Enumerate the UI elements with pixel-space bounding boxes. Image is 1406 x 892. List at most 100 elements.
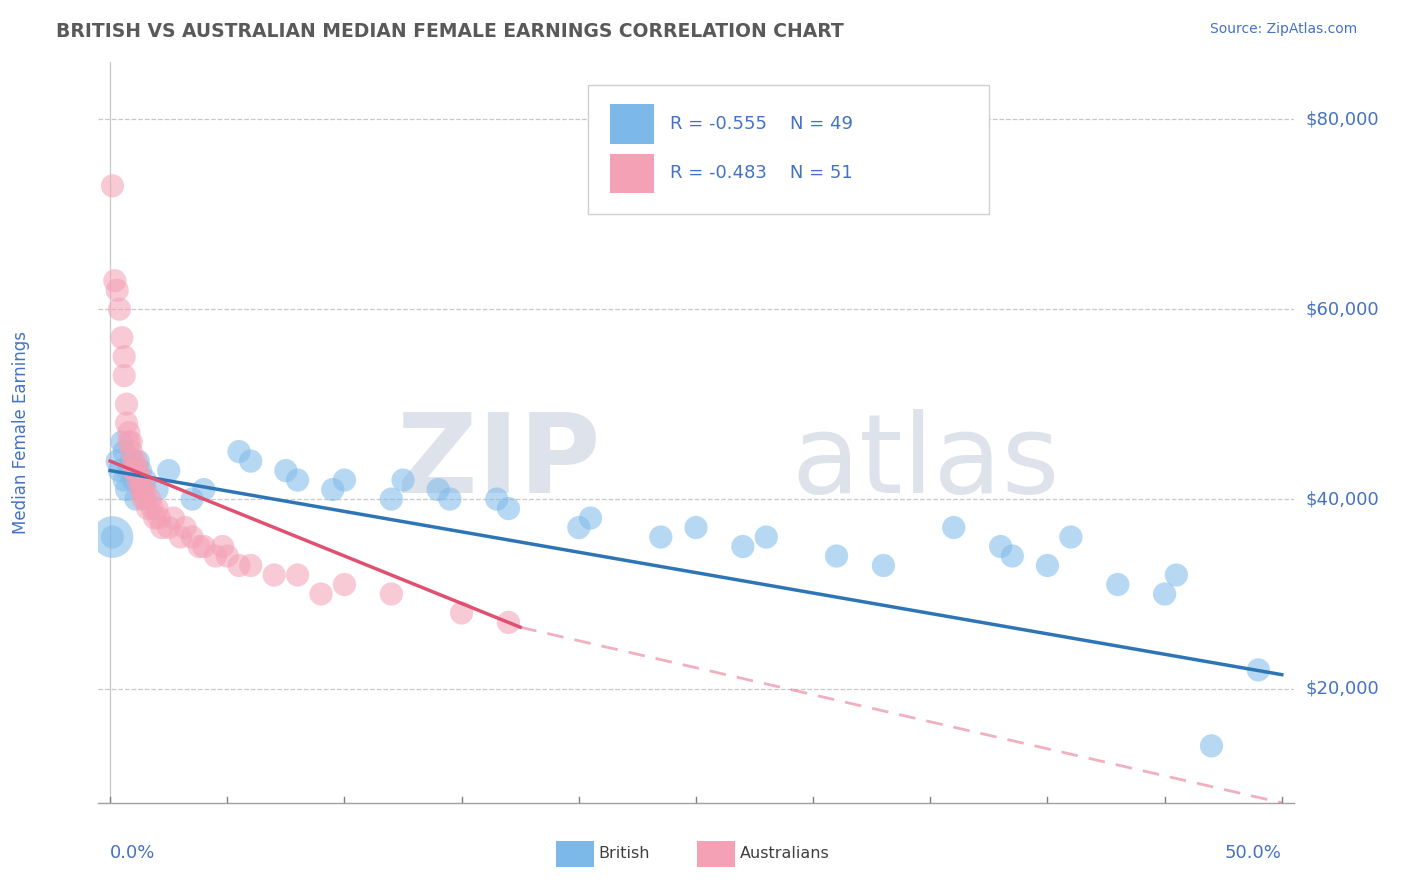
Point [141, 501, 163, 516]
Text: British: British [598, 847, 650, 862]
Point [105, 283, 128, 297]
Point [217, 549, 239, 563]
Point [115, 483, 138, 497]
Text: 50.0%: 50.0% [1225, 844, 1282, 862]
Point [118, 425, 141, 440]
Point [333, 473, 356, 487]
Point [146, 483, 169, 497]
Point [1107, 577, 1129, 591]
Point [101, 530, 124, 544]
Text: $60,000: $60,000 [1305, 301, 1379, 318]
Text: R = -0.555    N = 49: R = -0.555 N = 49 [669, 115, 852, 133]
Point [942, 520, 965, 534]
FancyBboxPatch shape [697, 840, 735, 867]
Point [439, 491, 461, 506]
Point [105, 454, 128, 468]
Point [263, 568, 285, 582]
Point [181, 491, 204, 506]
Point [101, 530, 124, 544]
Point [568, 520, 591, 534]
Point [129, 473, 152, 487]
Text: ZIP: ZIP [396, 409, 600, 516]
Point [120, 454, 142, 468]
Point [101, 178, 124, 193]
Point [132, 483, 155, 497]
Point [125, 464, 148, 478]
Point [188, 540, 211, 554]
Point [825, 549, 848, 563]
Point [1153, 587, 1175, 601]
Point [112, 473, 135, 487]
Point [134, 483, 156, 497]
Point [1247, 663, 1270, 677]
Point [872, 558, 894, 573]
Point [485, 491, 508, 506]
Text: $40,000: $40,000 [1305, 490, 1379, 508]
Point [287, 568, 309, 582]
Point [118, 464, 141, 478]
Point [104, 274, 127, 288]
Point [731, 540, 754, 554]
Point [134, 473, 156, 487]
Point [498, 501, 520, 516]
Point [112, 444, 135, 458]
Point [148, 511, 170, 525]
Point [685, 520, 707, 534]
Point [143, 511, 166, 525]
Point [380, 587, 402, 601]
Point [169, 530, 191, 544]
Point [309, 587, 332, 601]
Point [129, 464, 152, 478]
Point [108, 464, 131, 478]
Point [115, 416, 138, 430]
Point [136, 501, 159, 516]
Text: atlas: atlas [792, 409, 1060, 516]
Point [498, 615, 520, 630]
Point [134, 491, 156, 506]
Point [125, 454, 148, 468]
Point [139, 491, 162, 506]
Point [157, 464, 180, 478]
Point [115, 397, 138, 411]
Point [193, 483, 215, 497]
Text: $20,000: $20,000 [1305, 680, 1379, 698]
Point [380, 491, 402, 506]
Point [239, 454, 262, 468]
Point [228, 444, 250, 458]
Point [755, 530, 778, 544]
Text: $80,000: $80,000 [1305, 111, 1379, 128]
FancyBboxPatch shape [610, 103, 654, 144]
Point [990, 540, 1012, 554]
Point [1036, 558, 1059, 573]
Point [127, 473, 149, 487]
Point [450, 606, 472, 620]
Point [1201, 739, 1223, 753]
Point [122, 473, 145, 487]
Point [204, 549, 226, 563]
Text: 0.0%: 0.0% [110, 844, 156, 862]
Point [157, 520, 180, 534]
Point [392, 473, 415, 487]
Point [162, 511, 184, 525]
Point [146, 501, 169, 516]
Point [127, 464, 149, 478]
FancyBboxPatch shape [589, 85, 988, 214]
Text: R = -0.483    N = 51: R = -0.483 N = 51 [669, 164, 852, 183]
Point [211, 540, 233, 554]
Text: Median Female Earnings: Median Female Earnings [11, 331, 30, 534]
Point [174, 520, 197, 534]
Point [118, 435, 141, 450]
Point [181, 530, 204, 544]
Point [322, 483, 344, 497]
Text: BRITISH VS AUSTRALIAN MEDIAN FEMALE EARNINGS CORRELATION CHART: BRITISH VS AUSTRALIAN MEDIAN FEMALE EARN… [56, 22, 844, 41]
Point [193, 540, 215, 554]
Point [1001, 549, 1024, 563]
Point [287, 473, 309, 487]
Point [132, 491, 155, 506]
Point [650, 530, 672, 544]
Point [112, 350, 135, 364]
Point [122, 464, 145, 478]
Point [108, 302, 131, 317]
Text: Source: ZipAtlas.com: Source: ZipAtlas.com [1209, 22, 1357, 37]
FancyBboxPatch shape [610, 153, 654, 194]
